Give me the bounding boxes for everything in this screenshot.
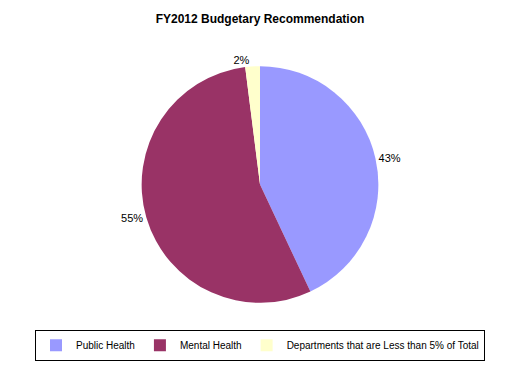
svg-text:2%: 2% (233, 54, 249, 66)
svg-text:Mental Health: Mental Health (180, 340, 242, 351)
svg-text:Public Health: Public Health (76, 340, 135, 351)
svg-text:Departments that are Less than: Departments that are Less than 5% of Tot… (287, 340, 479, 351)
svg-text:55%: 55% (121, 212, 143, 224)
svg-text:43%: 43% (379, 152, 401, 164)
svg-text:FY2012 Budgetary Recommendatio: FY2012 Budgetary Recommendation (156, 12, 365, 26)
